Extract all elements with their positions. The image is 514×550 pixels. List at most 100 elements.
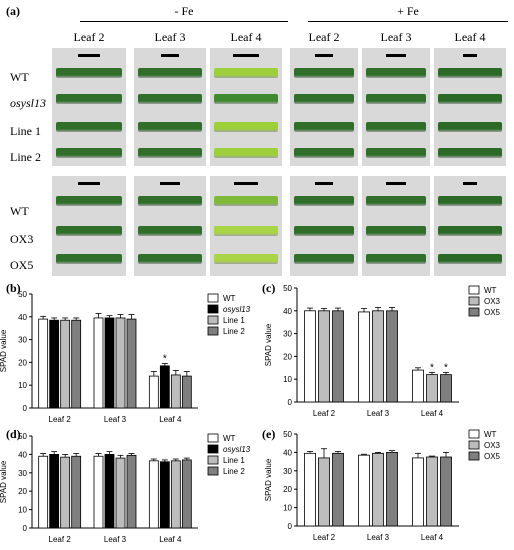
y-tick-label: 50 <box>18 290 27 299</box>
scale-bar <box>386 182 406 185</box>
leaf-blade <box>366 254 426 264</box>
leaf-blade <box>438 122 502 132</box>
leaf-blade <box>294 122 354 132</box>
leaf-blade <box>56 122 122 132</box>
y-tick-label: 20 <box>283 352 292 361</box>
leaf-header: Leaf 4 <box>230 30 262 44</box>
leaf-header: Leaf 3 <box>380 30 412 44</box>
bar <box>104 453 115 529</box>
legend-label: Line 2 <box>223 327 245 336</box>
bar <box>358 311 370 403</box>
legend-label: WT <box>223 294 236 303</box>
legend-label: osysl13 <box>223 305 251 314</box>
leaf-photo <box>434 176 506 276</box>
scale-bar <box>463 54 477 57</box>
significance-marker: * <box>163 354 167 365</box>
legend-swatch <box>468 429 480 439</box>
bar <box>304 452 316 527</box>
leaf-blade <box>366 148 426 158</box>
condition-plus-fe: + Fe <box>308 4 508 22</box>
leaf-blade <box>438 68 502 78</box>
x-tick-label: Leaf 2 <box>313 533 336 542</box>
bar <box>49 319 60 409</box>
legend-label: Line 1 <box>223 316 245 325</box>
y-tick-label: 20 <box>18 358 27 367</box>
panel-label-c: (c) <box>262 281 276 295</box>
leaf-photo <box>134 176 206 276</box>
y-axis-label: SPAD value <box>264 323 273 366</box>
y-tick-label: 10 <box>283 504 292 513</box>
leaf-blade <box>294 94 354 104</box>
leaf-blade <box>56 148 122 158</box>
legend-swatch <box>468 285 480 295</box>
leaf-header: Leaf 2 <box>73 30 105 44</box>
x-tick-label: Leaf 4 <box>159 535 182 544</box>
y-tick-label: 0 <box>288 522 293 531</box>
y-tick-label: 30 <box>283 467 292 476</box>
leaf-blade <box>214 196 278 206</box>
leaf-blade <box>438 94 502 104</box>
leaf-blade <box>56 226 122 236</box>
leaf-blade <box>438 226 502 236</box>
leaf-blade <box>214 122 278 132</box>
leaf-blade <box>56 68 122 78</box>
x-tick-label: Leaf 2 <box>313 409 336 418</box>
leaf-blade <box>438 148 502 158</box>
leaf-blade <box>438 196 502 206</box>
y-tick-label: 10 <box>18 506 27 515</box>
leaf-blade <box>366 226 426 236</box>
chart-b: 0 10 20 30 40 50 SPAD value Leaf 2 Leaf 3 Leaf 4 *… <box>0 290 251 424</box>
leaf-blade <box>366 68 426 78</box>
legend-label: WT <box>484 286 497 295</box>
leaf-photo <box>290 176 358 276</box>
leaf-photo <box>210 176 282 276</box>
bar <box>386 451 398 527</box>
y-tick-label: 20 <box>18 487 27 496</box>
leaf-header: Leaf 3 <box>154 30 186 44</box>
row-label: Line 1 <box>10 124 41 138</box>
row-label: Line 2 <box>10 150 41 164</box>
y-tick-label: 20 <box>283 485 292 494</box>
legend-swatch <box>207 326 219 336</box>
bar <box>126 318 137 409</box>
bar <box>71 455 82 529</box>
bar <box>412 369 424 403</box>
leaf-blade <box>138 94 202 104</box>
y-tick-label: 50 <box>283 284 292 293</box>
significance-marker: * <box>430 362 434 373</box>
condition-line <box>308 21 508 22</box>
bar <box>412 457 424 527</box>
bar <box>372 452 384 527</box>
leaf-blade <box>294 196 354 206</box>
row-label: WT <box>10 70 29 84</box>
scale-bar <box>386 54 406 57</box>
leaf-photo <box>134 48 206 166</box>
bar <box>304 310 316 403</box>
y-tick-label: 30 <box>18 469 27 478</box>
legend-swatch <box>468 307 480 317</box>
leaf-photo <box>290 48 358 166</box>
legend-swatch <box>207 293 219 303</box>
scale-bar <box>315 182 333 185</box>
x-tick-label: Leaf 3 <box>367 409 390 418</box>
bar <box>358 454 370 527</box>
bar <box>426 374 438 403</box>
legend-label: OX3 <box>484 297 501 306</box>
legend-label: osysl13 <box>223 445 251 454</box>
chart-e: 0 10 20 30 40 50 SPAD value Leaf 2 Leaf 3 Leaf 4 W… <box>264 429 501 542</box>
leaf-blade <box>366 94 426 104</box>
scale-bar <box>78 54 100 57</box>
bar <box>181 375 192 409</box>
legend-label: Line 1 <box>223 456 245 465</box>
y-tick-label: 40 <box>283 448 292 457</box>
y-tick-label: 0 <box>23 524 28 533</box>
leaf-blade <box>138 68 202 78</box>
scale-bar <box>234 182 258 185</box>
bar <box>38 318 49 409</box>
scale-bar <box>463 182 477 185</box>
y-tick-label: 0 <box>288 398 293 407</box>
leaf-photo <box>52 176 126 276</box>
leaf-photo <box>362 48 430 166</box>
bar <box>49 453 60 529</box>
legend-label: OX3 <box>484 441 501 450</box>
